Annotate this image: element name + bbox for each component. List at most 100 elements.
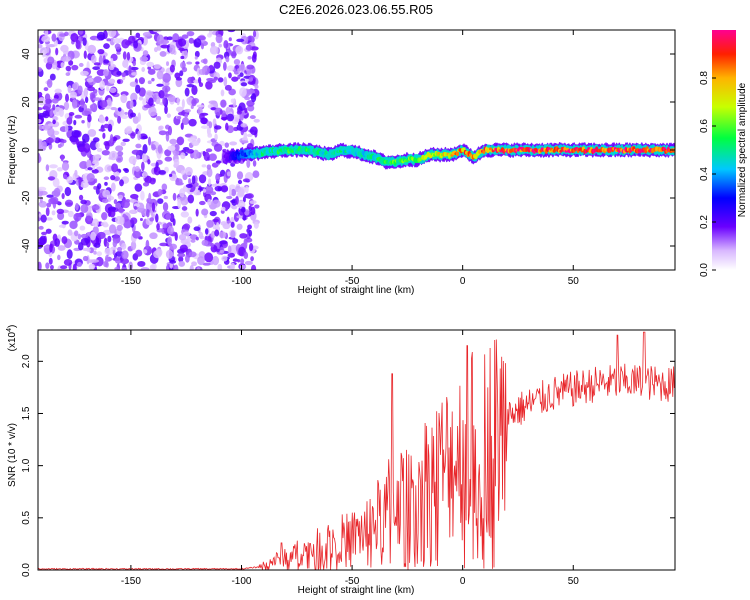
noise-blob	[165, 213, 171, 220]
noise-blob	[179, 188, 186, 198]
noise-blob	[228, 72, 232, 79]
noise-blob	[45, 262, 50, 269]
noise-blob	[208, 30, 213, 36]
snr-x-tick-label: 50	[568, 576, 580, 587]
noise-blob	[130, 240, 137, 251]
noise-blob	[184, 87, 190, 97]
noise-blob	[162, 72, 171, 83]
noise-blob	[104, 141, 110, 151]
noise-blob	[215, 34, 223, 44]
noise-blob	[49, 265, 54, 270]
noise-blob	[38, 44, 43, 49]
noise-blob	[191, 85, 198, 96]
noise-blob	[89, 140, 98, 151]
noise-blob	[117, 107, 122, 112]
noise-blob	[60, 44, 69, 53]
noise-blob	[181, 98, 185, 109]
noise-blob	[46, 202, 52, 208]
noise-blob	[196, 267, 201, 270]
noise-blob	[130, 132, 136, 139]
noise-blob	[60, 265, 68, 270]
noise-blob	[141, 67, 146, 72]
noise-blob	[51, 98, 59, 104]
noise-blob	[53, 187, 61, 198]
noise-blob	[87, 44, 97, 54]
signal-mark	[324, 150, 328, 156]
signal-mark	[488, 147, 493, 151]
noise-blob	[200, 43, 204, 50]
noise-blob	[110, 57, 114, 67]
noise-blob	[57, 143, 62, 149]
noise-blob	[243, 131, 248, 140]
noise-blob	[52, 104, 56, 111]
noise-blob	[47, 44, 56, 48]
noise-blob	[74, 169, 78, 177]
noise-blob	[105, 85, 110, 92]
noise-blob	[61, 220, 69, 225]
noise-blob	[44, 30, 49, 38]
noise-blob	[99, 80, 105, 91]
noise-blob	[240, 35, 249, 45]
noise-blob	[240, 140, 249, 144]
noise-blob	[238, 102, 246, 111]
noise-blob	[128, 155, 137, 165]
noise-blob	[46, 78, 53, 88]
noise-blob	[45, 217, 53, 221]
noise-blob	[46, 43, 50, 54]
noise-blob	[61, 192, 65, 200]
noise-blob	[178, 256, 184, 263]
noise-blob	[50, 196, 59, 204]
noise-blob	[116, 70, 122, 76]
noise-blob	[142, 98, 147, 107]
noise-blob	[101, 211, 108, 221]
noise-blob	[90, 54, 97, 64]
noise-blob	[236, 110, 242, 115]
noise-blob	[154, 166, 158, 173]
noise-blob	[130, 217, 138, 225]
noise-blob	[90, 104, 94, 111]
noise-blob	[145, 201, 152, 212]
noise-blob	[172, 192, 177, 201]
noise-blob	[92, 97, 102, 101]
snr-y-tick-label: 0.0	[21, 563, 32, 577]
noise-blob	[233, 58, 241, 66]
noise-blob	[237, 187, 245, 197]
noise-blob	[180, 55, 185, 60]
noise-blob	[184, 108, 191, 113]
noise-blob	[188, 251, 197, 258]
noise-blob	[74, 114, 83, 119]
noise-blob	[207, 178, 212, 186]
snr-y-tick-label: 2.0	[21, 354, 32, 368]
noise-blob	[198, 174, 207, 184]
noise-blob	[75, 39, 81, 49]
noise-blob	[219, 249, 225, 254]
noise-blob	[79, 161, 89, 169]
chart-title: C2E6.2026.023.06.55.R05	[279, 2, 433, 17]
noise-blob	[90, 259, 100, 263]
noise-blob	[231, 76, 239, 82]
noise-blob	[215, 222, 220, 231]
noise-blob	[213, 76, 218, 81]
noise-blob	[68, 60, 74, 66]
noise-blob	[80, 233, 89, 239]
noise-blob	[219, 109, 223, 115]
noise-blob	[164, 81, 170, 86]
noise-blob	[153, 63, 161, 69]
noise-blob	[208, 100, 218, 105]
noise-blob	[135, 84, 141, 94]
snr-frame	[37, 329, 676, 571]
noise-blob	[223, 61, 227, 71]
noise-blob	[107, 97, 112, 106]
noise-blob	[147, 68, 156, 75]
noise-blob	[60, 154, 64, 162]
noise-blob	[239, 233, 248, 239]
snr-x-tick-label: 0	[460, 576, 466, 587]
noise-blob	[91, 169, 99, 174]
noise-blob	[196, 191, 202, 196]
noise-blob	[249, 200, 257, 205]
noise-blob	[181, 34, 189, 39]
noise-blob	[64, 186, 72, 197]
noise-blob	[211, 183, 218, 187]
noise-blob	[156, 223, 160, 231]
noise-blob	[194, 56, 198, 60]
